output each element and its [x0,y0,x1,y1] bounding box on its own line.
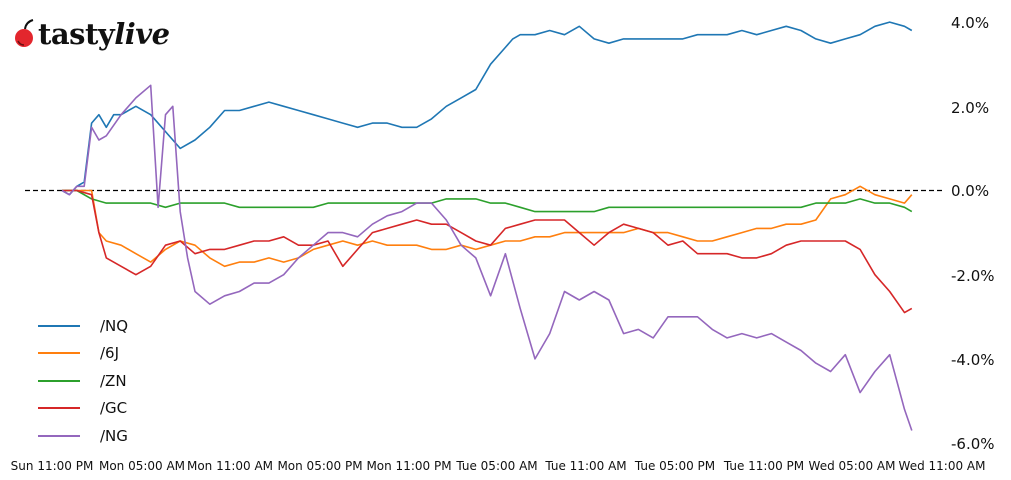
legend-item-ng: /NG [38,422,128,450]
legend-swatch [38,407,80,410]
legend-item-nq: /NQ [38,312,128,340]
x-tick: Mon 11:00 AM [186,459,274,473]
legend-item-gc: /GC [38,395,128,423]
y-tick: 4.0% [951,14,990,32]
legend-swatch [38,352,80,355]
cherry-icon [15,19,34,47]
series-line-6j [62,185,913,268]
series-layer [61,21,913,431]
legend-label: /6J [100,344,120,363]
x-tick: Tue 11:00 PM [723,459,805,473]
legend-swatch [38,434,80,437]
series-line-nq [61,21,913,196]
legend-swatch [38,379,80,382]
y-tick: -2.0% [951,267,995,285]
x-tick: Mon 05:00 PM [277,459,363,473]
brand-name-tasty: tasty [38,17,115,51]
x-tick: Tue 11:00 AM [545,459,627,473]
x-tick: Mon 05:00 AM [98,459,186,473]
x-tick: Wed 11:00 AM [898,459,986,473]
x-tick: Mon 11:00 PM [366,459,452,473]
brand-name-live: live [114,17,170,51]
legend-item-6j: /6J [38,340,128,368]
legend-swatch [38,324,80,327]
x-tick: Tue 05:00 AM [456,459,538,473]
x-tick: Sun 11:00 PM [10,459,94,473]
legend-label: /NG [100,426,128,445]
brand-name: tastylive [38,17,170,51]
tastylive-logo: tastylive [12,14,170,54]
legend-label: /GC [100,399,128,418]
x-tick: Wed 05:00 AM [808,459,896,473]
y-tick: -4.0% [951,351,995,369]
y-tick: 2.0% [951,99,990,117]
legend-label: /NQ [100,316,129,335]
series-line-zn [62,189,913,213]
series-line-ng [61,84,913,431]
x-tick: Tue 05:00 PM [634,459,716,473]
legend-item-zn: /ZN [38,367,128,395]
legend-label: /ZN [100,371,127,390]
legend: /NQ /6J /ZN /GC /NG [38,312,128,450]
series-line-gc [62,189,913,314]
y-tick: -6.0% [951,435,995,453]
y-tick: 0.0% [951,182,990,200]
